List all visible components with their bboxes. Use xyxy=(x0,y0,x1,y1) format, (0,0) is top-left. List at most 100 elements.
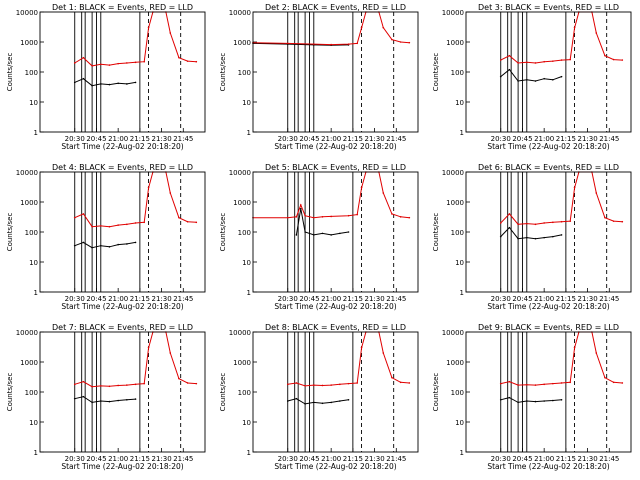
series-point-events xyxy=(543,236,545,239)
y-axis-label: Counts/sec xyxy=(432,53,440,92)
series-point-lld xyxy=(169,32,172,34)
series-point-lld xyxy=(552,382,554,385)
series-point-lld xyxy=(143,382,146,385)
series-point-lld xyxy=(391,213,393,215)
series-point-lld xyxy=(534,62,537,64)
x-tick-label: 21:30 xyxy=(151,455,171,463)
series-point-events xyxy=(347,231,350,233)
series-point-events xyxy=(295,397,298,400)
panel-title: Det 9: BLACK = Events, RED = LLD xyxy=(478,323,619,332)
series-point-events xyxy=(286,400,289,402)
y-tick-label: 1 xyxy=(460,449,464,457)
x-tick-label: 20:30 xyxy=(278,455,298,463)
series-point-lld xyxy=(517,384,519,386)
series-point-lld xyxy=(73,62,76,64)
series-line-lld xyxy=(287,331,410,387)
x-tick-label: 21:30 xyxy=(364,135,384,143)
series-point-lld xyxy=(543,222,545,224)
series-point-lld xyxy=(621,382,624,384)
plot-frame xyxy=(252,11,419,133)
plot-frame xyxy=(39,331,206,453)
series-point-events xyxy=(134,241,137,244)
series-point-lld xyxy=(304,214,306,217)
series-point-lld xyxy=(347,43,350,45)
plot-frame xyxy=(465,331,632,453)
series-point-lld xyxy=(91,385,93,388)
series-point-events xyxy=(321,232,324,235)
x-tick-label: 21:45 xyxy=(173,455,193,463)
series-point-events xyxy=(117,82,119,85)
series-point-lld xyxy=(595,32,598,34)
panel-title: Det 2: BLACK = Events, RED = LLD xyxy=(265,3,406,12)
y-tick-label: 10 xyxy=(29,99,38,107)
y-tick-label: 100 xyxy=(451,69,464,77)
series-line-lld xyxy=(500,11,623,64)
series-line-events xyxy=(500,226,562,240)
series-point-lld xyxy=(126,62,128,64)
x-axis-label: Start Time (22-Aug-02 20:18:20) xyxy=(61,302,183,311)
series-point-events xyxy=(321,402,324,405)
series-point-events xyxy=(126,243,128,245)
series-point-lld xyxy=(195,382,198,385)
panel-title: Det 1: BLACK = Events, RED = LLD xyxy=(52,3,193,12)
series-line-lld xyxy=(252,11,410,46)
x-tick-label: 21:00 xyxy=(108,455,128,463)
series-point-lld xyxy=(499,382,502,385)
series-point-events xyxy=(91,84,93,87)
x-axis-label: Start Time (22-Aug-02 20:18:20) xyxy=(487,462,609,471)
y-tick-label: 100 xyxy=(451,389,464,397)
series-point-lld xyxy=(147,26,150,29)
series-point-lld xyxy=(399,41,402,43)
x-tick-label: 21:30 xyxy=(364,455,384,463)
series-point-lld xyxy=(99,385,102,387)
series-point-lld xyxy=(108,385,111,388)
y-tick-label: 1 xyxy=(247,129,251,137)
x-tick-label: 20:45 xyxy=(512,295,532,303)
x-tick-label: 21:30 xyxy=(577,455,597,463)
series-point-lld xyxy=(360,186,363,189)
series-point-lld xyxy=(573,26,576,29)
series-point-lld xyxy=(604,216,606,219)
series-point-lld xyxy=(108,225,111,228)
series-point-events xyxy=(543,400,545,402)
series-point-lld xyxy=(82,380,85,383)
series-line-events xyxy=(74,241,136,249)
x-tick-label: 21:45 xyxy=(386,455,406,463)
detector-panel-9: Det 9: BLACK = Events, RED = LLD 1 10 100 10… xyxy=(432,323,632,471)
series-point-events xyxy=(499,235,502,238)
x-axis-label: Start Time (22-Aug-02 20:18:20) xyxy=(274,142,396,151)
x-tick-label: 20:30 xyxy=(278,295,298,303)
series-point-lld xyxy=(621,220,624,223)
y-axis-label: Counts/sec xyxy=(219,213,227,252)
x-tick-label: 21:15 xyxy=(556,295,576,303)
series-point-lld xyxy=(382,352,385,354)
series-point-events xyxy=(134,398,137,400)
series-point-lld xyxy=(391,38,393,41)
series-point-events xyxy=(560,398,563,401)
series-point-lld xyxy=(573,186,576,189)
plot-frame xyxy=(39,11,206,133)
series-point-lld xyxy=(360,346,363,349)
series-point-events xyxy=(508,396,511,399)
series-point-events xyxy=(517,80,519,82)
series-point-lld xyxy=(286,383,289,386)
series-line-lld xyxy=(74,331,197,388)
y-tick-label: 1 xyxy=(460,129,464,137)
series-point-lld xyxy=(82,56,85,59)
x-tick-label: 21:15 xyxy=(343,295,363,303)
series-point-lld xyxy=(108,64,111,66)
y-tick-label: 1000 xyxy=(20,199,38,207)
series-point-lld xyxy=(408,382,411,384)
x-tick-label: 20:30 xyxy=(65,135,85,143)
x-tick-label: 21:30 xyxy=(364,295,384,303)
x-tick-label: 21:15 xyxy=(556,135,576,143)
y-tick-label: 1 xyxy=(34,129,38,137)
panel-title: Det 3: BLACK = Events, RED = LLD xyxy=(478,3,619,12)
detector-panel-7: Det 7: BLACK = Events, RED = LLD 1 10 100 10… xyxy=(6,323,206,471)
x-tick-label: 20:30 xyxy=(278,135,298,143)
series-point-lld xyxy=(73,383,76,386)
series-point-events xyxy=(73,397,76,400)
series-point-lld xyxy=(295,216,298,218)
y-tick-label: 10 xyxy=(242,99,251,107)
series-point-events xyxy=(117,399,119,402)
